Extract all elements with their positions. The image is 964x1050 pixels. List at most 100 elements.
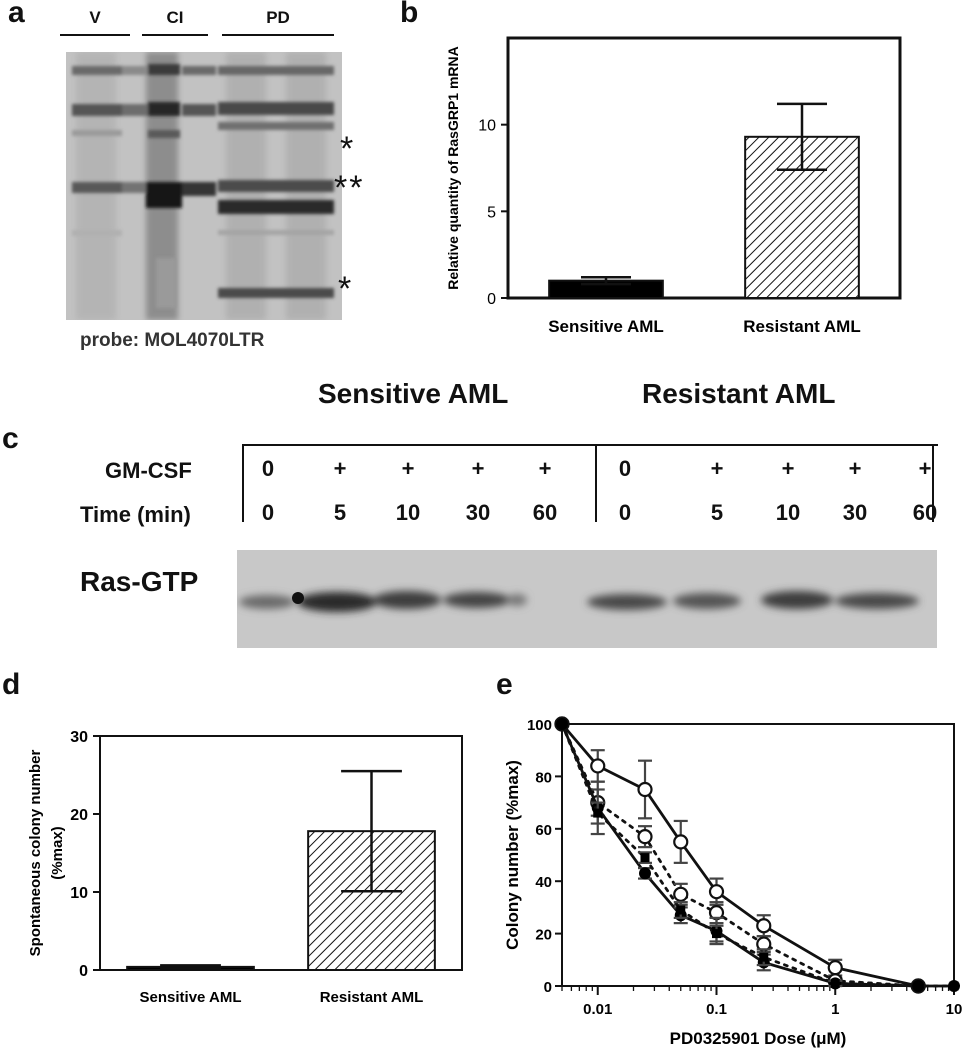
time-cell: 60 xyxy=(912,500,938,525)
lane-group-ci: CI xyxy=(142,8,208,36)
category-label: Sensitive AML xyxy=(548,317,664,336)
category-label: Resistant AML xyxy=(743,317,860,336)
data-point xyxy=(673,834,689,850)
plot-frame xyxy=(99,735,463,971)
x-tick-label: 1 xyxy=(831,1001,839,1018)
gmcsf-cell: 0 xyxy=(261,456,275,481)
plot-frame xyxy=(506,36,902,300)
lane-group-label: PD xyxy=(266,8,290,27)
panel-a-letter: a xyxy=(8,0,25,29)
table-divider-mid xyxy=(595,444,597,522)
y-tick-label: 0 xyxy=(79,963,88,980)
data-point xyxy=(756,918,772,934)
group-header-resistant: Resistant AML xyxy=(642,378,836,409)
time-cell: 10 xyxy=(775,500,801,525)
data-point xyxy=(637,781,653,798)
data-point xyxy=(673,886,689,902)
data-point xyxy=(759,952,769,962)
asterisk-marker: * xyxy=(338,270,352,308)
gmcsf-cell: + xyxy=(471,456,485,481)
lane-group-bar xyxy=(142,34,208,36)
table-divider-top xyxy=(242,444,938,446)
lane-group-bar xyxy=(222,34,334,36)
panel-d-letter: d xyxy=(2,668,21,701)
data-point xyxy=(637,829,653,845)
lane-group-label: CI xyxy=(166,8,184,27)
time-cell: 60 xyxy=(532,500,558,525)
probe-caption: probe: MOL4070LTR xyxy=(80,330,265,351)
y-axis-label: Relative quantity of RasGRP1 mRNA xyxy=(445,46,461,290)
y-axis-label: Colony number (%max) xyxy=(503,760,522,950)
lane-group-bar xyxy=(60,34,130,36)
y-axis-label-unit: (%max) xyxy=(49,826,66,879)
x-tick-label: 0.01 xyxy=(583,1001,612,1018)
gmcsf-label: GM-CSF xyxy=(105,458,192,483)
chart-d: 0 10 20 30 Sensitive AML Resistant AML Spontan… xyxy=(27,729,463,1006)
panel-c-letter: c xyxy=(2,422,19,455)
table-divider-right xyxy=(932,444,934,522)
y-tick-label: 10 xyxy=(478,118,496,135)
southern-blot-image xyxy=(66,52,342,320)
gmcsf-cell: + xyxy=(710,456,724,481)
category-label: Resistant AML xyxy=(320,989,424,1006)
lane-group-label: V xyxy=(89,8,101,27)
data-point xyxy=(913,981,923,991)
x-tick-label: 0.1 xyxy=(706,1001,727,1018)
gmcsf-cell: + xyxy=(333,456,347,481)
data-point xyxy=(711,929,721,939)
time-cell: 0 xyxy=(618,500,632,525)
data-point xyxy=(639,867,652,880)
group-header-sensitive: Sensitive AML xyxy=(318,378,509,409)
time-cell: 0 xyxy=(261,500,275,525)
y-tick-label: 0 xyxy=(487,291,496,308)
gmcsf-cell: 0 xyxy=(618,456,632,481)
x-axis-label: PD0325901 Dose (μM) xyxy=(670,1029,847,1048)
y-tick-label: 0 xyxy=(544,979,552,996)
data-point xyxy=(949,981,959,991)
y-tick-label: 20 xyxy=(535,927,552,944)
time-cell: 30 xyxy=(465,500,491,525)
ras-gtp-blot-image xyxy=(237,550,937,648)
time-cell: 5 xyxy=(333,500,347,525)
gmcsf-cell: + xyxy=(401,456,415,481)
y-tick-label: 60 xyxy=(535,822,552,839)
data-point xyxy=(708,884,725,900)
data-point xyxy=(830,978,840,988)
chart-b: 0 5 10 Sensitive AML Resistant AML Relative q… xyxy=(445,36,902,336)
y-axis-label: Spontaneous colony number xyxy=(27,749,44,956)
gmcsf-cell: + xyxy=(538,456,552,481)
gmcsf-cell: + xyxy=(918,456,932,481)
y-tick-label: 30 xyxy=(70,729,88,746)
plot-frame xyxy=(561,723,955,987)
series-line xyxy=(560,723,919,988)
ras-gtp-label: Ras-GTP xyxy=(80,566,199,597)
gmcsf-cell: + xyxy=(848,456,862,481)
data-point xyxy=(640,853,650,863)
y-tick-label: 40 xyxy=(535,874,552,891)
panel-e-letter: e xyxy=(496,668,513,701)
category-label: Sensitive AML xyxy=(140,989,242,1006)
data-point xyxy=(593,808,603,818)
chart-e: 0 20 40 60 80 100 0.01 0.1 1 10 PD0325901 Dose (μM… xyxy=(503,716,962,1048)
y-tick-label: 100 xyxy=(527,717,552,734)
panel-b-letter: b xyxy=(400,0,419,29)
y-tick-label: 80 xyxy=(535,769,552,786)
table-divider-left xyxy=(242,444,244,522)
series-2 xyxy=(554,716,926,994)
asterisk-marker: * xyxy=(340,130,354,168)
y-tick-label: 20 xyxy=(70,807,88,824)
time-cell: 5 xyxy=(710,500,724,525)
series-1 xyxy=(554,716,926,994)
lane-group-v: V xyxy=(60,8,130,36)
series-4 xyxy=(557,719,959,991)
time-cell: 30 xyxy=(842,500,868,525)
series-line xyxy=(560,722,956,988)
y-tick-label: 10 xyxy=(70,885,88,902)
data-point xyxy=(590,758,606,774)
asterisk-marker-double: ** xyxy=(334,169,365,207)
time-cell: 10 xyxy=(395,500,421,525)
lane-group-pd: PD xyxy=(222,8,334,36)
data-point xyxy=(827,960,843,976)
time-label: Time (min) xyxy=(80,502,191,527)
data-point xyxy=(676,905,686,915)
